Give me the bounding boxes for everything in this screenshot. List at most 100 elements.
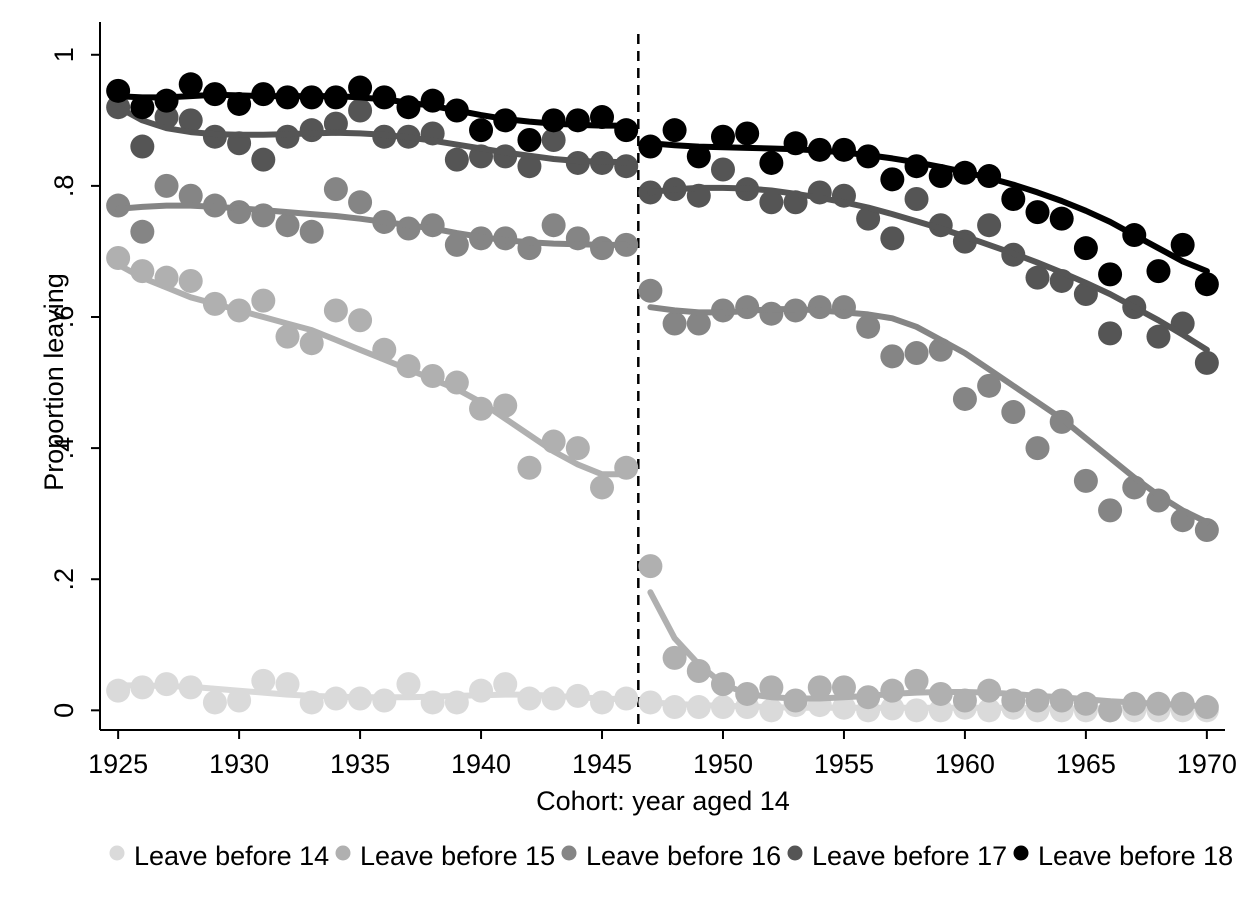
- data-point: [952, 386, 977, 411]
- data-point: [444, 232, 469, 257]
- data-point: [735, 295, 760, 320]
- data-point: [130, 134, 155, 159]
- data-point: [1025, 200, 1050, 225]
- data-point: [977, 373, 1002, 398]
- legend-marker: [787, 845, 803, 861]
- data-point: [710, 157, 735, 182]
- data-point: [1146, 259, 1171, 284]
- legend-label: Leave before 14: [134, 841, 329, 871]
- y-tick-label: 1: [49, 47, 79, 62]
- data-point: [130, 219, 155, 244]
- data-point: [686, 144, 711, 169]
- data-point: [1001, 400, 1026, 425]
- series-1: [106, 246, 1219, 723]
- data-point: [444, 147, 469, 172]
- data-point: [831, 675, 856, 700]
- data-point: [1001, 187, 1026, 211]
- fit-line-pre: [115, 91, 630, 129]
- data-point: [977, 213, 1002, 238]
- data-point: [904, 341, 929, 366]
- fit-line-pre: [115, 104, 630, 166]
- data-point: [590, 475, 615, 500]
- x-tick-label: 1925: [88, 749, 148, 779]
- data-point: [759, 150, 784, 175]
- data-point: [1025, 436, 1050, 461]
- data-point: [1049, 206, 1074, 231]
- data-point: [1146, 324, 1171, 349]
- fit-line-post: [647, 589, 1210, 710]
- x-tick-label: 1930: [209, 749, 269, 779]
- legend-marker: [1013, 845, 1029, 861]
- plot-area: [106, 34, 1219, 730]
- x-tick-label: 1950: [693, 749, 753, 779]
- data-point: [299, 331, 324, 356]
- data-point: [1194, 272, 1219, 297]
- data-point: [856, 314, 881, 339]
- data-point: [396, 672, 421, 697]
- data-point: [880, 226, 905, 251]
- data-point: [372, 688, 397, 713]
- data-point: [178, 72, 203, 97]
- data-point: [275, 213, 300, 238]
- data-point: [130, 95, 155, 120]
- y-tick-label: .6: [49, 306, 79, 329]
- y-axis-title: Proportion leaving: [39, 273, 69, 491]
- data-point: [735, 121, 760, 146]
- y-tick-label: .2: [49, 568, 79, 591]
- data-point: [759, 698, 784, 723]
- x-tick-label: 1935: [330, 749, 390, 779]
- data-point: [1170, 232, 1195, 257]
- fit-line-post: [647, 140, 1210, 275]
- data-point: [227, 200, 252, 225]
- legend-label: Leave before 18: [1038, 841, 1233, 871]
- legend-label: Leave before 16: [586, 841, 781, 871]
- data-point: [469, 678, 494, 703]
- data-point: [348, 308, 373, 333]
- data-point: [251, 147, 276, 172]
- y-tick-label: .4: [49, 437, 79, 460]
- data-point: [178, 183, 203, 208]
- fit-line-pre: [115, 682, 630, 703]
- data-point: [106, 193, 131, 218]
- y-tick-label: .8: [49, 175, 79, 198]
- data-point: [106, 246, 131, 270]
- data-point: [1073, 236, 1098, 261]
- data-point: [638, 554, 663, 579]
- data-point: [517, 154, 542, 179]
- data-point: [880, 167, 905, 192]
- legend: Leave before 14 Leave before 15 Leave befo…: [109, 841, 1233, 871]
- data-point: [565, 108, 590, 133]
- data-point: [638, 134, 663, 159]
- data-point: [565, 436, 590, 461]
- data-point: [517, 455, 542, 480]
- data-point: [348, 75, 373, 100]
- series-2: [106, 173, 1219, 543]
- fit-line-post: [647, 304, 1210, 526]
- data-point: [154, 88, 179, 113]
- data-point: [638, 278, 663, 303]
- data-point: [1073, 691, 1098, 716]
- x-tick-label: 1955: [814, 749, 874, 779]
- legend-item: Leave before 16: [561, 841, 781, 871]
- x-axis-title: Cohort: year aged 14: [536, 786, 790, 816]
- legend-marker: [109, 845, 125, 861]
- data-point: [1025, 688, 1050, 713]
- data-point: [1194, 350, 1219, 375]
- data-point: [202, 690, 227, 715]
- data-point: [348, 190, 373, 215]
- data-point: [1098, 498, 1123, 523]
- data-point: [590, 236, 615, 261]
- data-point: [807, 675, 832, 700]
- data-point: [1194, 518, 1219, 543]
- data-point: [275, 672, 300, 697]
- data-point: [348, 98, 373, 123]
- series-4: [106, 72, 1219, 297]
- data-point: [251, 288, 276, 313]
- fit-line-post: [647, 184, 1210, 353]
- fit-line-pre: [115, 202, 630, 248]
- data-point: [299, 219, 324, 244]
- x-tick-label: 1945: [572, 749, 632, 779]
- axes: 0 .2 .4 .6 .8 1 1925 1930 1935 1940 1945 1950 1955 19…: [49, 22, 1237, 779]
- legend-label: Leave before 17: [812, 841, 1007, 871]
